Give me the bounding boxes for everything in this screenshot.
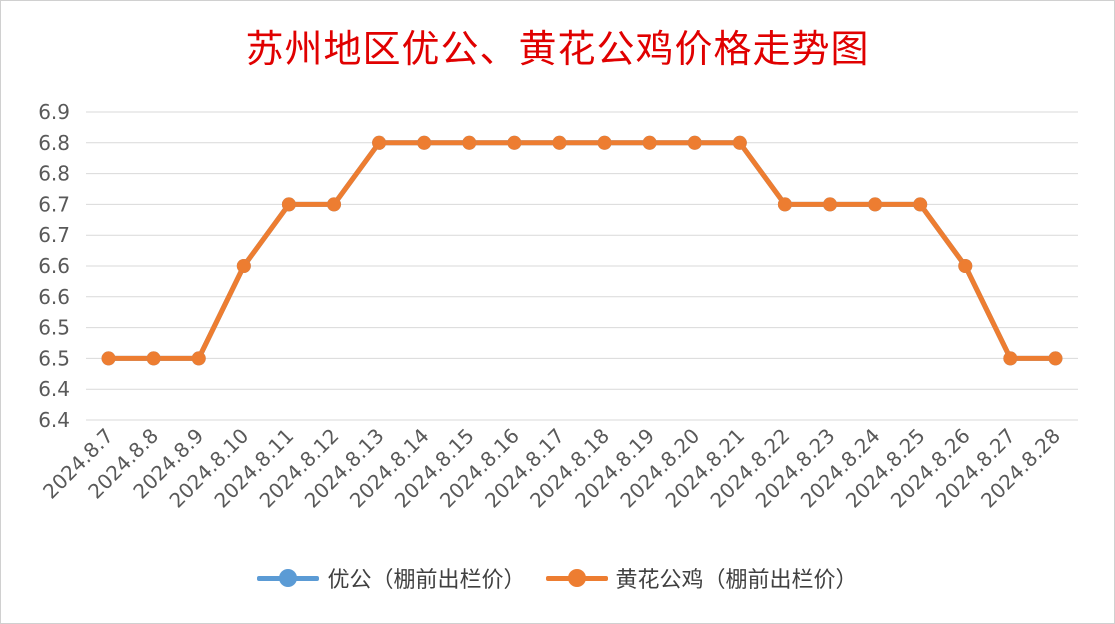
data-point-series-2 xyxy=(281,197,296,212)
data-point-series-2 xyxy=(101,351,116,366)
data-point-series-2 xyxy=(327,197,341,212)
legend-marker-icon xyxy=(545,568,608,588)
legend-label-series-1: 优公（棚前出栏价） xyxy=(327,568,526,593)
legend-marker-icon xyxy=(257,568,320,588)
legend: 优公（棚前出栏价） 黄花公鸡（棚前出栏价） xyxy=(0,562,1115,594)
legend-item-series-2[interactable]: 黄花公鸡（棚前出栏价） xyxy=(545,562,858,594)
series-line-1 xyxy=(106,140,1058,361)
y-tick-label: 6.5 xyxy=(38,346,70,370)
data-point-series-2 xyxy=(552,135,567,150)
data-point-series-2 xyxy=(597,135,612,150)
legend-item-series-1[interactable]: 优公（棚前出栏价） xyxy=(257,562,526,594)
data-point-series-2 xyxy=(868,197,883,212)
data-point-series-2 xyxy=(146,351,161,366)
data-point-series-2 xyxy=(1003,351,1018,366)
series-line-2 xyxy=(106,140,1058,361)
chart-title: 苏州地区优公、黄花公鸡价格走势图 xyxy=(245,27,870,71)
data-point-series-2 xyxy=(642,135,657,150)
data-point-series-2 xyxy=(417,135,432,150)
data-point-series-2 xyxy=(507,135,522,150)
y-tick-label: 6.9 xyxy=(38,100,70,124)
y-tick-label: 6.8 xyxy=(38,131,70,155)
y-tick-label: 6.4 xyxy=(38,377,70,401)
y-tick-label: 6.7 xyxy=(38,223,70,247)
y-tick-label: 6.8 xyxy=(38,162,70,186)
y-tick-label: 6.5 xyxy=(38,316,70,340)
data-point-series-2 xyxy=(462,135,477,150)
data-point-series-2 xyxy=(732,135,747,150)
data-point-series-2 xyxy=(823,197,837,212)
data-point-series-2 xyxy=(958,259,973,273)
y-tick-label: 6.6 xyxy=(38,285,70,309)
y-tick-label: 6.6 xyxy=(38,254,70,278)
data-point-series-2 xyxy=(777,197,792,212)
data-point-series-2 xyxy=(191,351,206,366)
data-point-series-2 xyxy=(1048,351,1063,366)
data-point-series-2 xyxy=(687,135,702,150)
y-tick-label: 6.7 xyxy=(38,192,70,216)
legend-label-series-2: 黄花公鸡（棚前出栏价） xyxy=(615,568,858,593)
y-tick-label: 6.4 xyxy=(38,408,70,432)
data-point-series-2 xyxy=(913,197,928,212)
data-point-series-2 xyxy=(236,259,251,273)
data-point-series-2 xyxy=(372,135,387,150)
